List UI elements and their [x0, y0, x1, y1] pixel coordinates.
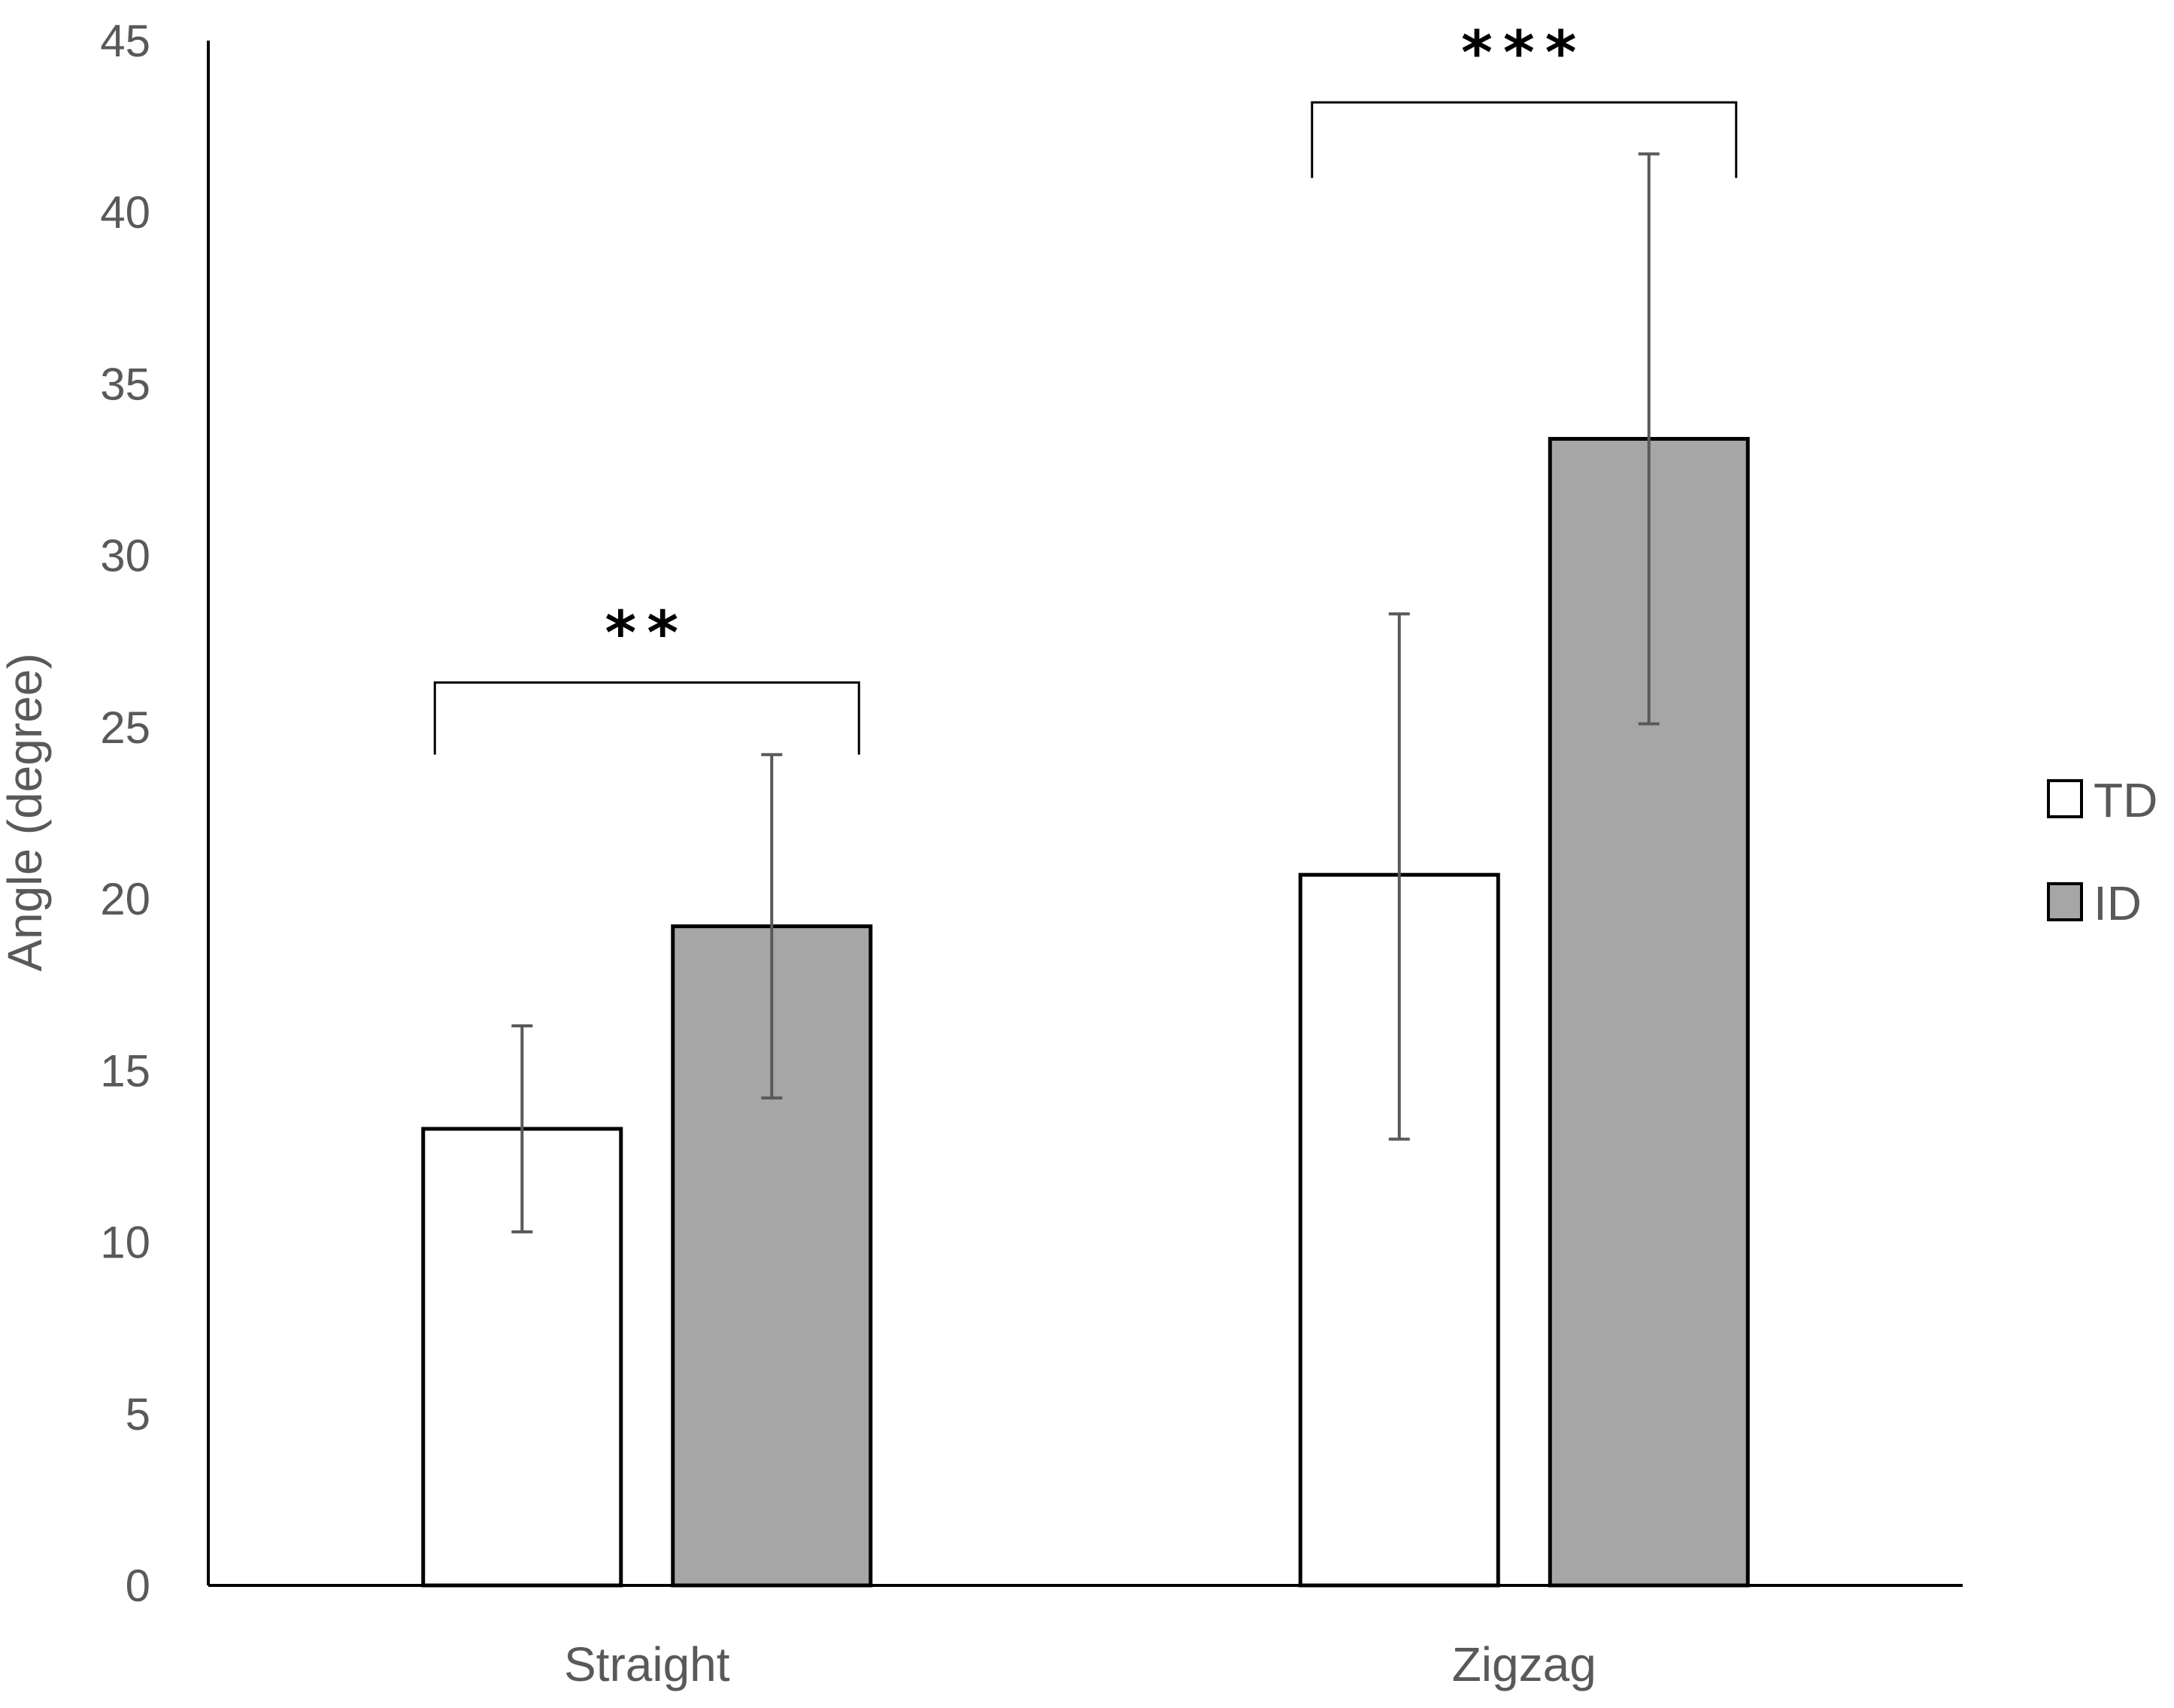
y-tick-label: 20 — [100, 874, 150, 924]
significance-bracket: *** — [1311, 18, 1738, 178]
x-axis-labels: Straight Zigzag — [564, 1637, 1596, 1691]
y-tick-label: 45 — [100, 16, 150, 66]
legend-label: ID — [2094, 876, 2142, 930]
y-tick-label: 5 — [126, 1389, 150, 1440]
y-tick-label: 30 — [100, 531, 150, 581]
error-bar — [761, 753, 783, 1100]
significance-bracket: ** — [433, 599, 860, 755]
legend-swatch — [2047, 882, 2083, 921]
significance-stars: *** — [1461, 18, 1587, 88]
x-category-label: Straight — [564, 1637, 730, 1691]
y-tick-label: 40 — [100, 187, 150, 238]
error-bar — [1638, 152, 1660, 726]
significance-stars: ** — [605, 599, 689, 669]
y-axis-title: Angle (degree) — [0, 653, 52, 971]
y-axis-ticks: 0 5 10 15 20 25 30 35 40 45 — [100, 16, 150, 1611]
y-tick-label: 15 — [100, 1045, 150, 1096]
y-tick-label: 0 — [126, 1561, 150, 1611]
significance-annotations: ***** — [433, 18, 1738, 755]
y-tick-label: 25 — [100, 702, 150, 753]
legend-item-id: ID — [2047, 876, 2142, 930]
error-bar — [511, 1024, 533, 1233]
error-bar — [1388, 612, 1410, 1141]
y-tick-label: 10 — [100, 1218, 150, 1268]
legend-item-td: TD — [2047, 773, 2157, 827]
legend-label: TD — [2094, 773, 2157, 827]
legend-swatch — [2047, 779, 2083, 818]
bracket-line — [1311, 101, 1738, 178]
legend: TD ID — [2047, 773, 2157, 930]
x-category-label: Zigzag — [1452, 1637, 1596, 1691]
y-tick-label: 35 — [100, 359, 150, 409]
error-bars — [511, 152, 1660, 1233]
bracket-line — [433, 681, 860, 755]
